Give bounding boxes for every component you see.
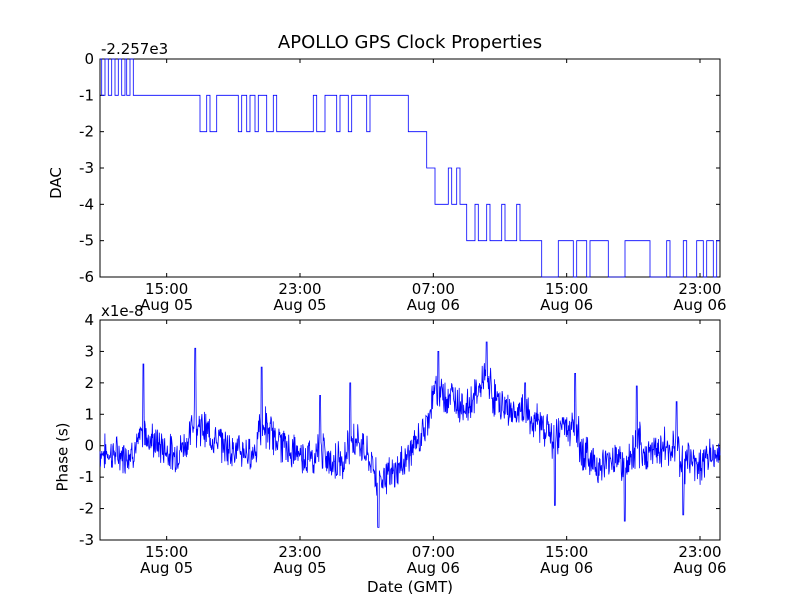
phase-ytick-label: -1: [79, 468, 94, 486]
dac-xtick-date: Aug 06: [673, 296, 726, 314]
phase-ytick-label: -2: [79, 500, 94, 518]
dac-ytick-label: -2: [79, 123, 94, 141]
chart-title: APOLLO GPS Clock Properties: [277, 32, 543, 53]
dac-xtick-date: Aug 06: [407, 296, 460, 314]
dac-offset-text: -2.257e3: [101, 40, 169, 58]
phase-xtick-time: 23:00: [678, 543, 721, 561]
phase-xtick-time: 07:00: [412, 543, 455, 561]
dac-ytick-label: -1: [79, 86, 94, 104]
phase-xtick-date: Aug 06: [673, 559, 726, 577]
phase-ytick-label: 4: [84, 311, 94, 329]
dac-xtick-date: Aug 06: [540, 296, 593, 314]
dac-ytick-label: -4: [79, 195, 94, 213]
phase-ytick-label: 3: [84, 342, 94, 360]
phase-xtick-date: Aug 05: [140, 559, 193, 577]
phase-xtick-time: 15:00: [545, 543, 588, 561]
dac-frame: [99, 58, 721, 278]
dac-xtick-time: 07:00: [412, 280, 455, 298]
phase-xtick-time: 15:00: [145, 543, 188, 561]
dac-xtick-time: 23:00: [678, 280, 721, 298]
phase-offset-text: x1e-8: [101, 302, 144, 320]
phase-xtick-date: Aug 06: [407, 559, 460, 577]
phase-xtick-date: Aug 06: [540, 559, 593, 577]
phase-ytick-label: 1: [84, 405, 94, 423]
dac-series-line: [100, 58, 720, 278]
dac-ytick-label: -6: [79, 268, 94, 286]
phase-ytick-label: -3: [79, 531, 94, 549]
dac-ytick-label: -5: [79, 232, 94, 250]
phase-xtick-time: 23:00: [278, 543, 321, 561]
phase-xtick-date: Aug 05: [273, 559, 326, 577]
phase-frame: [99, 319, 721, 541]
dac-xtick-time: 15:00: [145, 280, 188, 298]
dac-ytick-label: 0: [84, 50, 94, 68]
dac-xtick-date: Aug 05: [140, 296, 193, 314]
dac-xtick-time: 15:00: [545, 280, 588, 298]
phase-ylabel: Phase (s): [53, 422, 72, 492]
x-axis-label: Date (GMT): [366, 578, 454, 596]
dac-ylabel: DAC: [46, 167, 65, 199]
phase-ytick-label: 2: [84, 374, 94, 392]
phase-ytick-label: 0: [84, 437, 94, 455]
dac-xtick-date: Aug 05: [273, 296, 326, 314]
phase-series-line: [99, 341, 721, 528]
dac-xtick-time: 23:00: [278, 280, 321, 298]
dac-ytick-label: -3: [79, 159, 94, 177]
